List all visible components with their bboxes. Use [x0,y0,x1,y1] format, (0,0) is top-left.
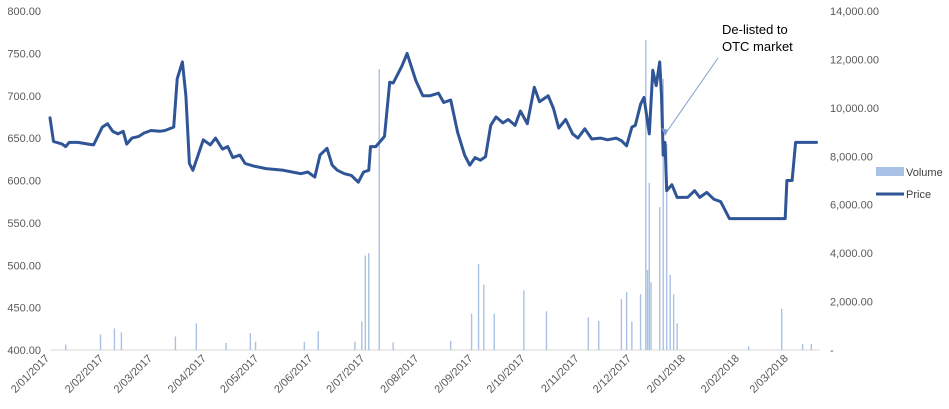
volume-bar [545,311,548,350]
x-tick-label: 2/08/2017 [378,353,421,396]
volume-bar [780,308,783,350]
volume-bar [368,253,370,350]
volume-bar [665,144,668,350]
volume-bar [303,341,306,350]
volume-bar [392,342,394,350]
x-tick-label: 2/03/2017 [112,353,155,396]
volume-bar [64,344,67,350]
volume-bar [648,182,650,350]
y-left-tick-label: 650.00 [7,133,41,145]
volume-bar [378,69,380,350]
x-tick-label: 2/12/2017 [591,353,634,396]
volume-bar [99,334,102,350]
x-tick-label: 2/04/2017 [166,353,209,396]
x-tick-label: 2/11/2017 [539,353,582,396]
volume-bar [620,299,623,350]
volume-bar [631,321,633,350]
y-right-tick-label: 4,000.00 [830,248,873,260]
x-tick-label: 2/02/2017 [63,353,106,396]
volume-bar [470,313,473,350]
legend-label-price: Price [906,189,931,201]
volume-bar [801,343,804,350]
volume-bar [747,346,750,350]
y-left-tick-label: 550.00 [7,218,41,230]
volume-bar [645,40,647,351]
y-left-tick-label: 750.00 [7,48,41,60]
volume-bar [254,341,257,350]
volume-bar [225,342,227,350]
y-right-tick-label: 14,000.00 [830,6,879,18]
y-left-tick-label: 450.00 [7,303,41,315]
volume-bar [113,328,116,350]
volume-bar [195,323,198,350]
annotation-text: OTC market [722,39,793,54]
volume-bar [449,341,452,350]
volume-bar [477,263,480,350]
annotation-text: De-listed to [722,22,788,37]
volume-bar [646,270,649,350]
volume-bar [659,207,661,350]
y-right-tick-label: - [830,345,834,357]
x-tick-label: 2/01/2017 [9,353,52,396]
y-right-tick-label: 6,000.00 [830,200,873,212]
y-right-tick-label: 8,000.00 [830,151,873,163]
x-tick-label: 2/09/2017 [432,353,475,396]
y-left-tick-label: 400.00 [7,345,41,357]
volume-bar [120,332,123,350]
y-right-tick-label: 12,000.00 [830,54,879,66]
annotation-arrowhead [661,128,669,136]
volume-bar [598,320,600,350]
x-tick-label: 2/10/2017 [485,353,528,396]
volume-bar [639,294,642,350]
volume-bar [174,336,177,350]
volume-bar [676,323,678,350]
y-left-tick-label: 600.00 [7,176,41,188]
y-left-tick-label: 700.00 [7,91,41,103]
volume-bar [354,341,356,350]
x-tick-label: 2/03/2018 [748,353,791,396]
volume-bar [669,274,671,350]
volume-bar [587,317,590,350]
y-right-tick-label: 10,000.00 [830,103,879,115]
volume-bar [361,321,363,350]
volume-bar [364,255,367,350]
price-line [48,51,818,221]
volume-bar [650,282,652,350]
x-tick-label: 2/01/2018 [645,353,688,396]
volume-bar [625,291,628,350]
volume-bar [493,313,495,350]
y-left-tick-label: 500.00 [7,260,41,272]
volume-bar [672,294,675,350]
volume-bar [317,331,319,350]
x-tick-label: 2/02/2018 [699,353,742,396]
x-tick-label: 2/07/2017 [324,353,367,396]
volume-bar [249,333,252,350]
legend-label-volume: Volume [906,167,943,179]
y-left-tick-label: 800.00 [7,6,41,18]
x-tick-label: 2/06/2017 [272,353,315,396]
x-tick-label: 2/05/2017 [218,353,261,396]
y-right-tick-label: 2,000.00 [830,297,873,309]
volume-bar [483,284,485,350]
legend-swatch-volume [876,167,904,176]
volume-bar [810,343,812,350]
annotation-leader-line [664,57,719,135]
volume-bar [523,290,525,350]
volume-bar [662,78,664,351]
